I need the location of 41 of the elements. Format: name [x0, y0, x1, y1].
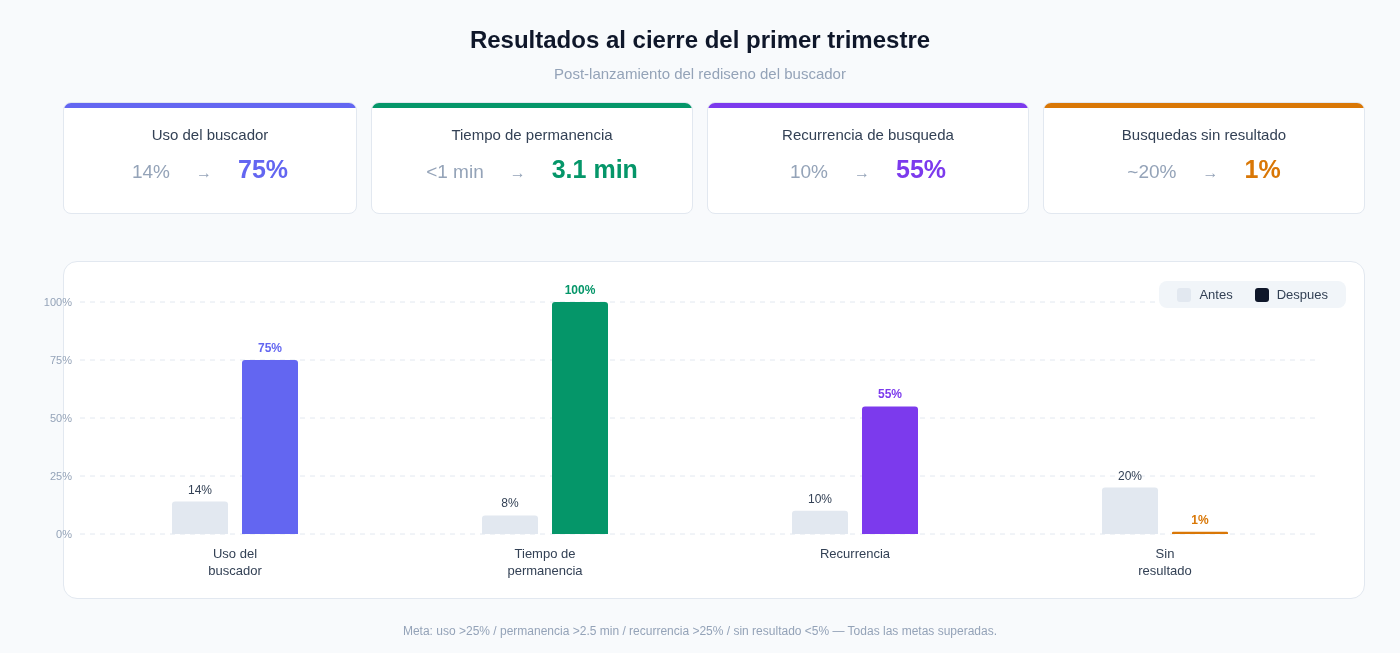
text: Recurrencia de busqueda — [781, 126, 955, 143]
bar — [552, 302, 608, 534]
bar — [242, 360, 298, 534]
text: <1 min — [426, 161, 484, 183]
x-tick-label: Uso del buscador — [208, 546, 263, 578]
data-label: 8% — [501, 496, 519, 511]
text: Post-lanzamiento del rediseno del buscador — [553, 65, 847, 82]
text: Resultados al cierre del primer trimestre — [468, 26, 932, 54]
text: 75% — [237, 155, 289, 184]
data-label: 14% — [187, 482, 213, 497]
data-label: 75% — [257, 341, 283, 355]
x-tick-label: Recurrencia — [819, 546, 891, 561]
data-label: 55% — [877, 387, 903, 402]
text: Uso del buscador — [150, 126, 270, 143]
text: 14% — [131, 161, 170, 183]
y-tick-label: 0% — [56, 527, 73, 540]
y-tick-label: 50% — [49, 411, 73, 424]
bar — [862, 406, 918, 534]
y-tick-label: 100% — [43, 295, 73, 308]
data-label: 10% — [807, 491, 833, 506]
data-label: 20% — [1117, 468, 1143, 483]
x-tick-label: Sin resultado — [1138, 546, 1192, 578]
data-label: 100% — [564, 283, 596, 297]
text: Tiempo de permanencia — [450, 126, 614, 143]
text: → — [509, 164, 526, 182]
data-label: 1% — [1191, 512, 1209, 527]
legend-label: Antes — [1198, 287, 1233, 302]
text: Meta: uso >25% / permanencia >2.5 min / recurrencia >25% / sin resultado <5% — Todas las metas superadas. — [401, 624, 999, 638]
text: Busquedas sin resultado — [1120, 126, 1288, 143]
text: 3.1 min — [551, 155, 638, 184]
y-tick-label: 25% — [49, 469, 73, 482]
text: ~20% — [1127, 161, 1177, 183]
y-tick-label: 75% — [49, 353, 73, 366]
text: 10% — [789, 161, 828, 183]
x-tick-label: Tiempo de permanencia — [507, 546, 584, 578]
text: 1% — [1244, 155, 1281, 184]
text: Despues — [1275, 287, 1328, 302]
text: → — [853, 164, 870, 182]
text: 55% — [895, 155, 947, 184]
text: → — [1202, 164, 1219, 182]
text: → — [195, 164, 212, 182]
